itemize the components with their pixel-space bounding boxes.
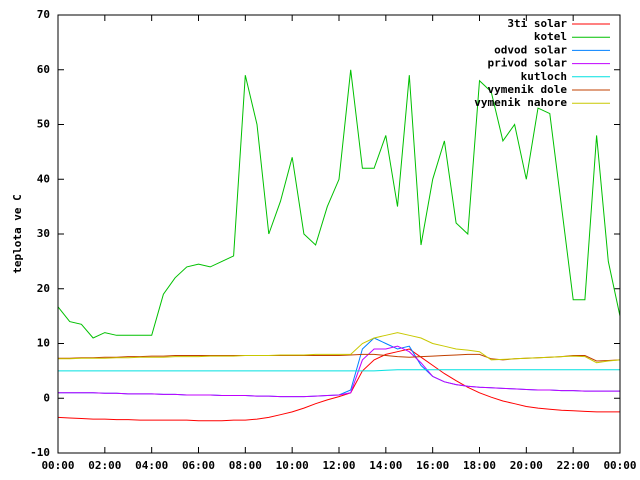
- series-line: [57, 69, 621, 339]
- x-tick-label: 20:00: [510, 459, 543, 472]
- plot-border: [57, 14, 621, 454]
- legend-label: kutloch: [521, 70, 567, 83]
- x-tick-label: 04:00: [135, 459, 168, 472]
- x-tick-label: 12:00: [322, 459, 355, 472]
- series-line: [57, 348, 620, 422]
- legend-label: privod solar: [488, 57, 568, 70]
- y-tick-label: 70: [37, 8, 50, 21]
- y-tick-label: 50: [37, 118, 50, 131]
- x-tick-label: 00:00: [603, 459, 636, 472]
- x-tick-label: 08:00: [229, 459, 262, 472]
- y-tick-label: 60: [37, 63, 50, 76]
- y-tick-label: 30: [37, 227, 50, 240]
- x-tick-label: 02:00: [88, 459, 121, 472]
- legend-label: vymenik nahore: [474, 96, 567, 109]
- x-tick-label: 18:00: [463, 459, 496, 472]
- y-tick-label: -10: [30, 446, 50, 459]
- x-tick-label: 22:00: [557, 459, 590, 472]
- x-tick-label: 16:00: [416, 459, 449, 472]
- x-tick-label: 14:00: [369, 459, 402, 472]
- series-line: [58, 332, 621, 364]
- x-tick-label: 06:00: [182, 459, 215, 472]
- y-tick-label: 0: [43, 391, 50, 404]
- legend-label: vymenik dole: [488, 83, 568, 96]
- y-tick-label: 10: [37, 337, 50, 350]
- series-line: [58, 345, 620, 398]
- x-tick-label: 10:00: [276, 459, 309, 472]
- series-line: [58, 369, 620, 372]
- y-axis-label: teplota ve C: [11, 194, 24, 273]
- x-tick-label: 00:00: [41, 459, 74, 472]
- y-tick-label: 40: [37, 172, 50, 185]
- y-tick-label: 20: [37, 282, 50, 295]
- legend-label: 3ti solar: [507, 17, 567, 30]
- legend-label: odvod solar: [494, 43, 567, 56]
- legend-label: kotel: [534, 30, 567, 43]
